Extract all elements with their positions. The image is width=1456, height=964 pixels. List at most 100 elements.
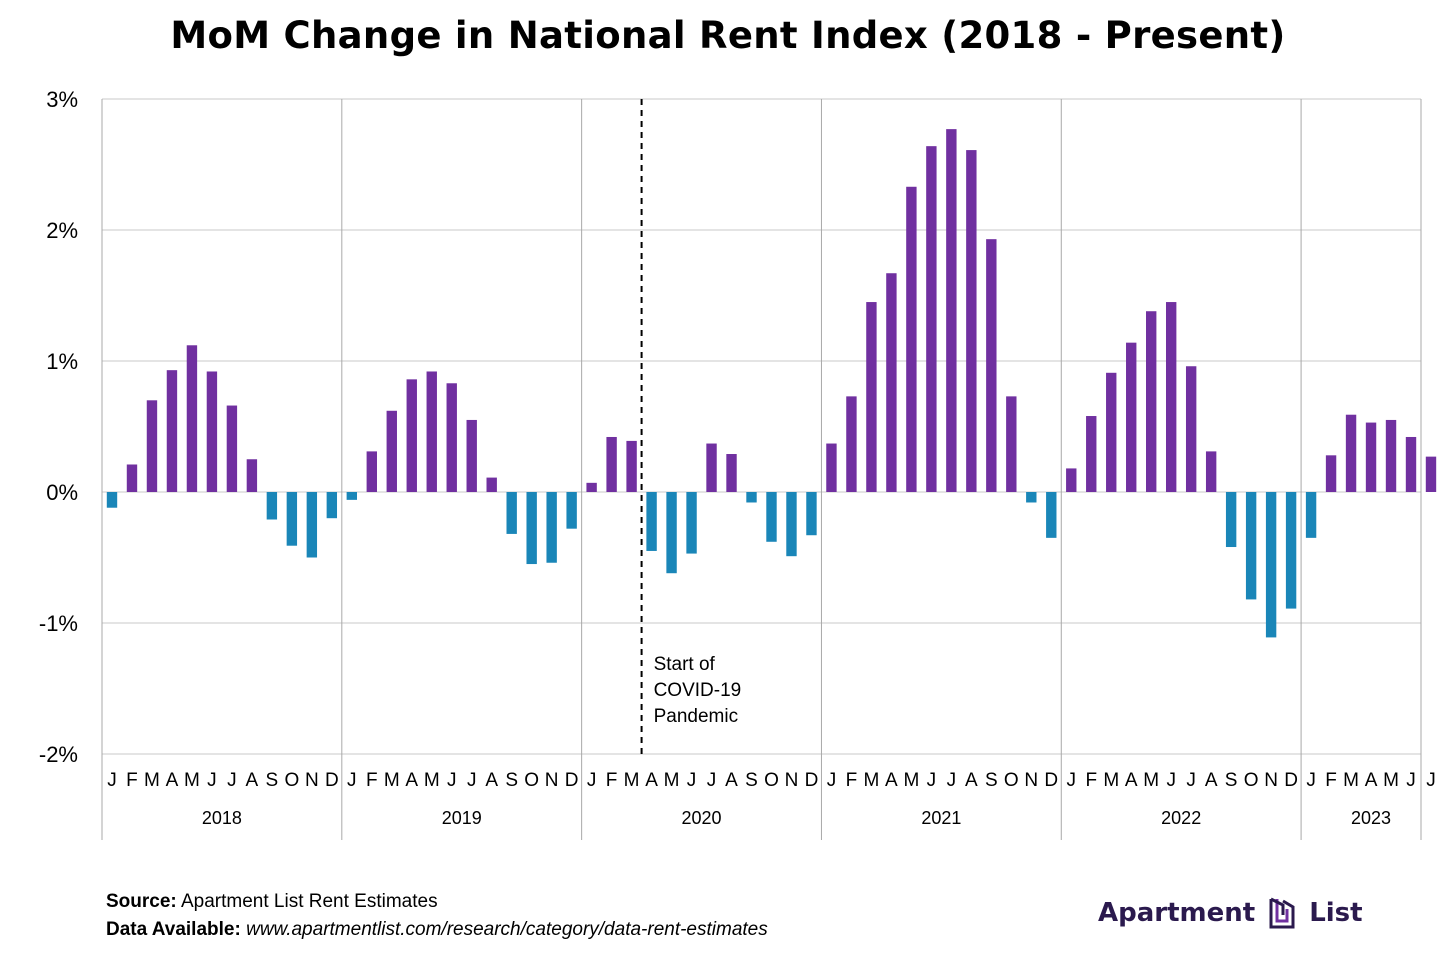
y-tick-label: 2% [46, 218, 78, 243]
bar [726, 454, 737, 492]
month-tick-label: A [166, 770, 179, 791]
month-tick-label: M [184, 770, 200, 791]
bar [206, 371, 218, 492]
month-tick-label: D [565, 770, 579, 791]
bar [606, 436, 617, 492]
bar [1405, 436, 1417, 492]
bar [1185, 366, 1197, 492]
month-tick-label: M [903, 770, 919, 791]
month-tick-label: A [965, 770, 978, 791]
bar [1046, 492, 1057, 538]
month-tick-label: M [424, 770, 440, 791]
month-tick-label: O [284, 770, 299, 791]
month-tick-label: A [1125, 770, 1138, 791]
bar [866, 302, 877, 492]
source-label: Source: [106, 891, 177, 912]
y-tick-label: 1% [46, 349, 78, 374]
month-tick-label: M [624, 770, 640, 791]
bar [906, 186, 917, 492]
month-tick-label: J [447, 770, 457, 791]
month-tick-label: N [1264, 770, 1278, 791]
bar [426, 371, 437, 492]
brand-word-apartment: Apartment [1098, 898, 1256, 928]
month-tick-label: A [1365, 770, 1378, 791]
bar [946, 129, 957, 492]
bar [966, 150, 977, 492]
bar [266, 492, 278, 520]
bar [986, 239, 997, 492]
month-tick-label: J [827, 770, 837, 791]
month-tick-label: J [947, 770, 957, 791]
bar [1006, 396, 1017, 492]
bar [326, 492, 338, 519]
month-tick-label: A [1205, 770, 1218, 791]
month-tick-label: N [1024, 770, 1038, 791]
month-tick-label: A [485, 770, 498, 791]
month-tick-label: J [227, 770, 237, 791]
month-tick-label: F [126, 770, 138, 791]
year-tick-label: 2021 [921, 808, 961, 828]
bar [806, 492, 817, 536]
month-tick-label: O [1004, 770, 1019, 791]
bars [106, 129, 1437, 638]
annotation-text: COVID-19 [654, 680, 742, 701]
bar [486, 477, 497, 492]
annotation-text: Pandemic [654, 706, 739, 727]
month-tick-label: J [587, 770, 597, 791]
bar [626, 440, 637, 492]
month-tick-label: A [885, 770, 898, 791]
bar [366, 451, 377, 492]
month-tick-label: A [725, 770, 738, 791]
year-tick-label: 2018 [202, 808, 242, 828]
bar [1285, 492, 1297, 609]
chart-title: MoM Change in National Rent Index (2018 … [170, 14, 1286, 57]
bar [1165, 302, 1177, 492]
bar [1106, 372, 1117, 492]
bar [1265, 492, 1277, 638]
year-tick-label: 2022 [1161, 808, 1201, 828]
bar [446, 383, 457, 492]
bar [1205, 451, 1217, 492]
bar [1126, 342, 1137, 492]
month-tick-label: M [144, 770, 160, 791]
bar [386, 410, 397, 492]
bar [146, 400, 158, 492]
month-tick-label: M [1343, 770, 1359, 791]
month-tick-label: J [1406, 770, 1416, 791]
month-tick-label: F [366, 770, 378, 791]
month-tick-label: F [606, 770, 618, 791]
bar [406, 379, 417, 492]
bar [766, 492, 777, 542]
month-tick-label: S [505, 770, 518, 791]
month-tick-label: S [1225, 770, 1238, 791]
bar [1026, 492, 1037, 503]
data-line: Data Available: www.apartmentlist.com/re… [106, 916, 768, 944]
annotation-text: Start of [654, 654, 716, 675]
bar [106, 492, 118, 508]
month-tick-label: M [664, 770, 680, 791]
bar [706, 443, 717, 492]
data-available-label: Data Available: [106, 919, 241, 940]
bar [566, 492, 577, 529]
y-tick-label: -2% [39, 742, 78, 767]
month-tick-label: S [266, 770, 279, 791]
bar [666, 492, 677, 574]
brand-word-list: List [1309, 898, 1363, 928]
month-tick-label: N [545, 770, 559, 791]
month-tick-label: J [1067, 770, 1077, 791]
month-tick-label: J [1426, 770, 1436, 791]
bar [846, 396, 857, 492]
bar [746, 492, 757, 503]
year-tick-label: 2023 [1351, 808, 1391, 828]
y-tick-label: -1% [39, 611, 78, 636]
source-line: Source: Apartment List Rent Estimates [106, 888, 768, 916]
bar [686, 492, 697, 554]
bar [1425, 456, 1437, 492]
bar [1365, 422, 1377, 492]
bar [786, 492, 797, 557]
data-url[interactable]: www.apartmentlist.com/research/category/… [246, 919, 768, 940]
bar [526, 492, 537, 565]
covid-annotation: Start of COVID-19 Pandemic [640, 99, 742, 754]
month-tick-label: D [325, 770, 339, 791]
